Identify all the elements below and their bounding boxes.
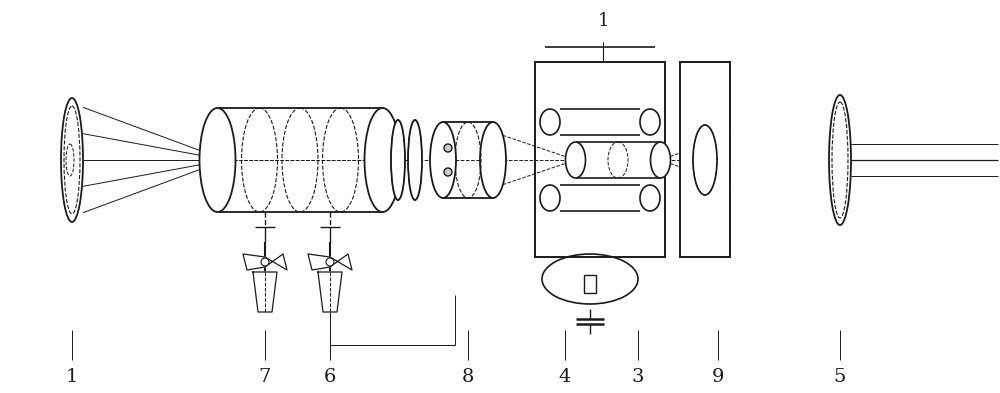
Ellipse shape — [540, 109, 560, 135]
Ellipse shape — [61, 98, 83, 222]
Ellipse shape — [640, 185, 660, 211]
Text: 7: 7 — [259, 368, 271, 386]
Text: 5: 5 — [834, 368, 846, 386]
Polygon shape — [265, 254, 287, 270]
Polygon shape — [243, 254, 265, 270]
Ellipse shape — [566, 142, 586, 178]
Text: 6: 6 — [324, 368, 336, 386]
Ellipse shape — [261, 258, 269, 266]
Polygon shape — [308, 254, 330, 270]
Ellipse shape — [444, 144, 452, 152]
Text: 1: 1 — [66, 368, 78, 386]
Ellipse shape — [430, 122, 456, 198]
Text: 8: 8 — [462, 368, 474, 386]
Bar — [584, 275, 596, 293]
Polygon shape — [330, 254, 352, 270]
Ellipse shape — [542, 254, 638, 304]
Bar — [535, 62, 665, 257]
Ellipse shape — [326, 258, 334, 266]
Ellipse shape — [364, 108, 400, 212]
Ellipse shape — [408, 120, 422, 200]
Bar — [680, 62, 730, 257]
Text: 4: 4 — [559, 368, 571, 386]
Text: 9: 9 — [712, 368, 724, 386]
Ellipse shape — [650, 142, 670, 178]
Text: 3: 3 — [632, 368, 644, 386]
Ellipse shape — [540, 185, 560, 211]
Ellipse shape — [391, 120, 405, 200]
Polygon shape — [318, 272, 342, 312]
Text: 1: 1 — [597, 12, 609, 30]
Ellipse shape — [640, 109, 660, 135]
Ellipse shape — [693, 125, 717, 195]
Ellipse shape — [444, 168, 452, 176]
Ellipse shape — [480, 122, 506, 198]
Ellipse shape — [829, 95, 851, 225]
Polygon shape — [253, 272, 277, 312]
Ellipse shape — [200, 108, 236, 212]
